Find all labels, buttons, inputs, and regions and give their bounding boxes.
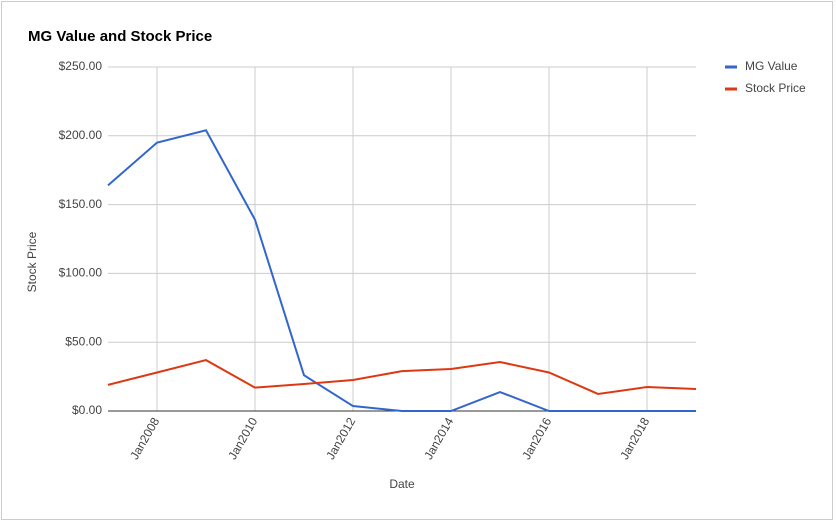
y-tick-label: $100.00 bbox=[59, 266, 103, 280]
y-tick-label: $0.00 bbox=[72, 403, 102, 417]
y-axis-label: Stock Price bbox=[25, 231, 39, 292]
y-tick-label: $50.00 bbox=[65, 334, 102, 348]
line-series bbox=[107, 129, 696, 412]
y-tick-label: $150.00 bbox=[59, 197, 103, 211]
y-tick-label: $200.00 bbox=[59, 128, 103, 142]
chart-title: MG Value and Stock Price bbox=[28, 28, 212, 45]
x-axis-label: Date bbox=[389, 477, 415, 491]
line-series bbox=[107, 359, 697, 395]
y-tick-label: $250.00 bbox=[59, 59, 103, 73]
legend-label: Stock Price bbox=[745, 81, 806, 95]
legend-label: MG Value bbox=[745, 59, 798, 73]
